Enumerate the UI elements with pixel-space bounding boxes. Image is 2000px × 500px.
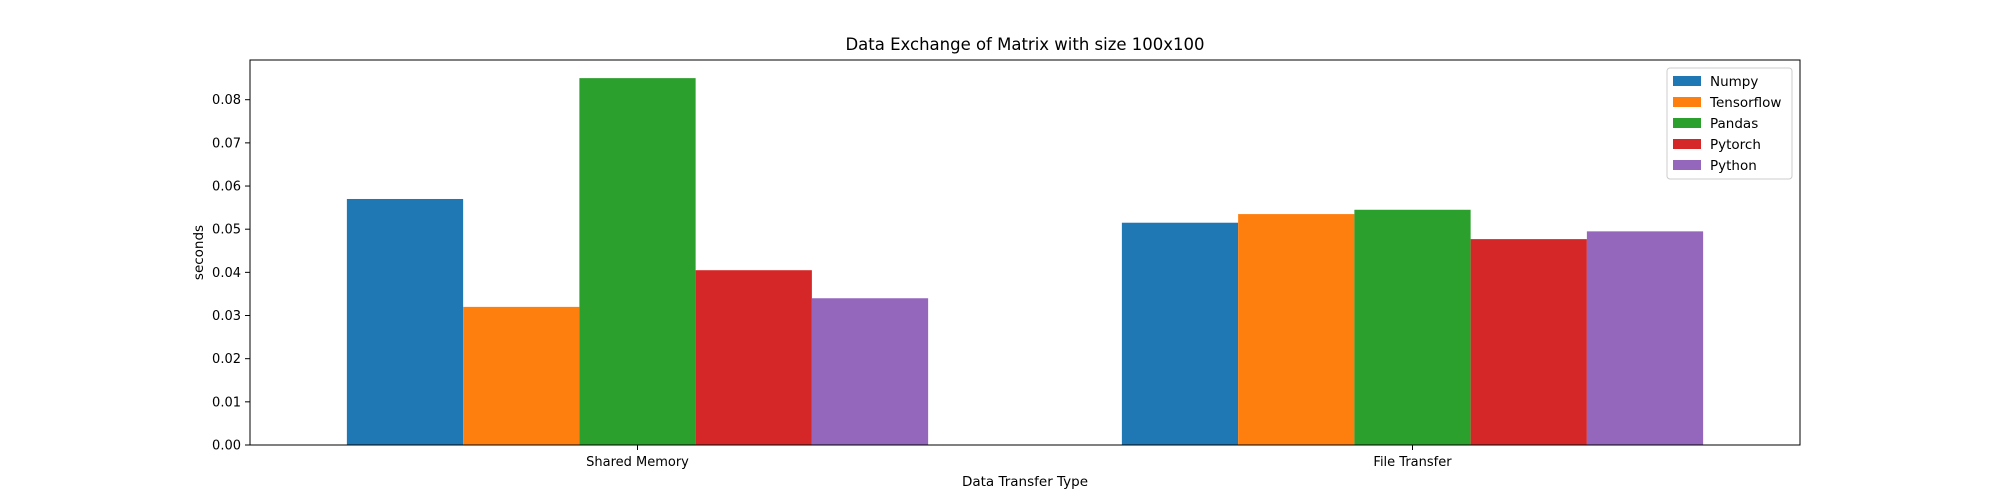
- legend-swatch-pandas: [1673, 118, 1701, 128]
- legend-label-pytorch: Pytorch: [1710, 137, 1761, 153]
- bar-pandas-2: [1354, 209, 1471, 445]
- y-tick-label: 0.01: [212, 395, 241, 410]
- x-tick-label: File Transfer: [1373, 455, 1452, 470]
- legend-label-python: Python: [1710, 158, 1757, 174]
- bar-pytorch-2: [1470, 239, 1587, 445]
- legend-label-tensorflow: Tensorflow: [1709, 95, 1781, 111]
- y-tick-label: 0.02: [212, 352, 241, 367]
- x-axis-label: Data Transfer Type: [962, 474, 1088, 490]
- y-tick-label: 0.03: [212, 309, 241, 324]
- legend-label-pandas: Pandas: [1710, 116, 1758, 132]
- bar-pandas-1: [579, 78, 696, 445]
- y-axis: 0.00 0.01 0.02 0.03 0.04 0.05 0.06 0.07 0.08: [212, 93, 250, 454]
- bar-tensorflow-2: [1238, 214, 1355, 445]
- y-axis-label: seconds: [191, 225, 207, 280]
- x-axis: Shared Memory File Transfer: [586, 445, 1452, 470]
- legend-label-numpy: Numpy: [1710, 74, 1758, 90]
- plot-frame: [249, 59, 1801, 446]
- bar-numpy-1: [346, 198, 464, 445]
- y-tick-label: 0.00: [212, 439, 241, 454]
- legend-swatch-python: [1673, 160, 1701, 170]
- x-tick-label: Shared Memory: [586, 455, 689, 470]
- legend: Numpy Tensorflow Pandas Pytorch Python: [1666, 67, 1793, 180]
- y-tick-label: 0.05: [212, 223, 241, 238]
- chart-title: Data Exchange of Matrix with size 100x10…: [845, 35, 1204, 54]
- bar-python-2: [1586, 231, 1704, 445]
- bar-pytorch-1: [695, 270, 812, 445]
- bars-group: [346, 78, 1704, 445]
- y-tick-label: 0.08: [212, 93, 241, 108]
- legend-frame: [1666, 67, 1793, 180]
- y-tick-label: 0.07: [212, 136, 241, 151]
- y-tick-label: 0.06: [212, 180, 241, 195]
- bar-tensorflow-1: [463, 306, 580, 445]
- legend-swatch-tensorflow: [1673, 97, 1701, 107]
- legend-swatch-numpy: [1673, 76, 1701, 86]
- y-tick-label: 0.04: [212, 266, 241, 281]
- bar-python-1: [811, 298, 929, 445]
- bar-numpy-2: [1121, 222, 1239, 445]
- legend-swatch-pytorch: [1673, 139, 1701, 149]
